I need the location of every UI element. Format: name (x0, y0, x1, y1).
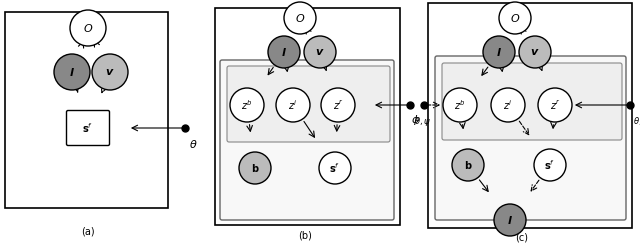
Ellipse shape (491, 88, 525, 122)
Text: $\boldsymbol{l}$: $\boldsymbol{l}$ (281, 46, 287, 58)
Ellipse shape (538, 88, 572, 122)
Ellipse shape (268, 36, 300, 68)
Text: $z^r$: $z^r$ (333, 98, 344, 111)
Text: (a): (a) (81, 226, 95, 236)
Bar (5, 12, 168, 208)
Ellipse shape (483, 36, 515, 68)
Text: $\mathit{O}$: $\mathit{O}$ (510, 12, 520, 24)
Text: $\mathbf{b}$: $\mathbf{b}$ (251, 162, 259, 174)
Text: $\boldsymbol{v}$: $\boldsymbol{v}$ (105, 67, 115, 77)
Text: $\mathbf{s}^f$: $\mathbf{s}^f$ (545, 158, 556, 172)
Text: (c): (c) (515, 233, 529, 243)
Ellipse shape (230, 88, 264, 122)
FancyBboxPatch shape (67, 110, 109, 145)
Text: $z^i$: $z^i$ (503, 98, 513, 112)
Text: $\boldsymbol{v}$: $\boldsymbol{v}$ (316, 47, 324, 57)
Text: $\theta,\psi$: $\theta,\psi$ (633, 115, 640, 128)
Ellipse shape (534, 149, 566, 181)
Text: $\boldsymbol{l}$: $\boldsymbol{l}$ (496, 46, 502, 58)
Text: $\boldsymbol{l}$: $\boldsymbol{l}$ (507, 214, 513, 226)
Ellipse shape (499, 2, 531, 34)
Ellipse shape (54, 54, 90, 90)
Ellipse shape (494, 204, 526, 236)
FancyBboxPatch shape (435, 56, 626, 220)
Text: $z^i$: $z^i$ (288, 98, 298, 112)
Text: $z^b$: $z^b$ (454, 98, 466, 112)
Ellipse shape (319, 152, 351, 184)
Text: $\boldsymbol{v}$: $\boldsymbol{v}$ (530, 47, 540, 57)
Text: $\mathbf{s}^f$: $\mathbf{s}^f$ (83, 121, 93, 135)
Text: $\mathbf{s}^f$: $\mathbf{s}^f$ (330, 161, 340, 175)
Text: $\mathit{O}$: $\mathit{O}$ (83, 22, 93, 34)
Text: $\phi$: $\phi$ (411, 113, 420, 127)
FancyBboxPatch shape (220, 60, 394, 220)
Text: $\mathbf{b}$: $\mathbf{b}$ (464, 159, 472, 171)
Bar (215, 8, 400, 225)
Bar (428, 3, 632, 228)
Ellipse shape (519, 36, 551, 68)
Text: $z^r$: $z^r$ (550, 98, 561, 111)
Ellipse shape (92, 54, 128, 90)
Text: $\theta$: $\theta$ (189, 138, 198, 150)
Ellipse shape (443, 88, 477, 122)
Ellipse shape (452, 149, 484, 181)
Text: $z^b$: $z^b$ (241, 98, 253, 112)
Ellipse shape (276, 88, 310, 122)
Text: (b): (b) (298, 231, 312, 241)
FancyBboxPatch shape (442, 63, 622, 140)
Ellipse shape (70, 10, 106, 46)
FancyBboxPatch shape (227, 66, 390, 142)
Text: $\boldsymbol{l}$: $\boldsymbol{l}$ (69, 66, 75, 78)
Ellipse shape (239, 152, 271, 184)
Ellipse shape (304, 36, 336, 68)
Ellipse shape (284, 2, 316, 34)
Text: $\mathit{O}$: $\mathit{O}$ (295, 12, 305, 24)
Text: $\theta,\psi$: $\theta,\psi$ (414, 115, 431, 128)
Ellipse shape (321, 88, 355, 122)
